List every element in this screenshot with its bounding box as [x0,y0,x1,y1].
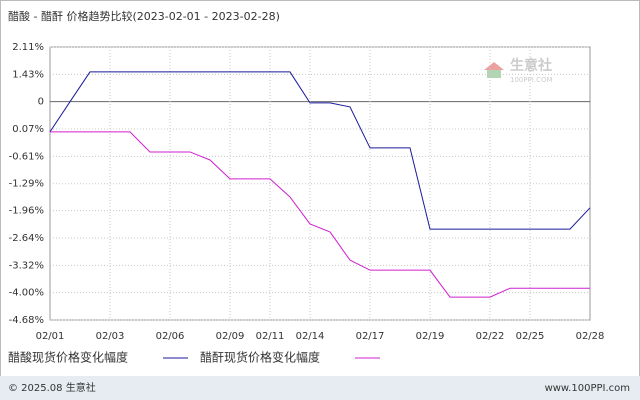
y-tick-label: -2.64% [9,233,44,244]
y-tick-label: 1.43% [12,69,44,80]
x-tick-label: 02/01 [36,331,65,342]
y-tick-label: -1.96% [9,206,44,217]
y-tick-label: -1.29% [9,179,44,190]
y-tick-label: -3.32% [9,260,44,271]
x-tick-label: 02/09 [216,331,245,342]
x-tick-label: 02/14 [296,331,325,342]
y-tick-label: 2.11% [12,42,44,53]
y-tick-label: 0 [38,97,44,108]
series-line [49,71,591,230]
x-tick-label: 02/06 [156,331,185,342]
x-tick-label: 02/25 [516,331,545,342]
legend-label: 醋酐现货价格变化幅度 [200,350,320,365]
y-tick-label: -4.68% [9,315,44,326]
chart-title: 醋酸 - 醋酐 价格趋势比较(2023-02-01 - 2023-02-28) [8,9,280,23]
footer-bar [0,376,640,400]
watermark-text: 生意社 [510,57,552,74]
watermark-site: 100PPI.COM [510,76,553,84]
series-line [50,131,590,298]
x-tick-label: 02/28 [576,331,605,342]
x-tick-label: 02/19 [416,331,445,342]
legend-label: 醋酸现货价格变化幅度 [8,350,128,365]
watermark-logo [484,62,504,70]
y-tick-label: -0.61% [9,151,44,162]
y-tick-label: -4.00% [9,288,44,299]
footer-copyright: © 2025.08 生意社 [8,381,96,394]
x-tick-label: 02/11 [256,331,285,342]
y-tick-label: 0.07% [12,124,44,135]
footer-site: www.100PPI.com [545,383,630,394]
x-tick-label: 02/22 [476,331,505,342]
x-tick-label: 02/03 [96,331,125,342]
x-tick-label: 02/17 [356,331,385,342]
